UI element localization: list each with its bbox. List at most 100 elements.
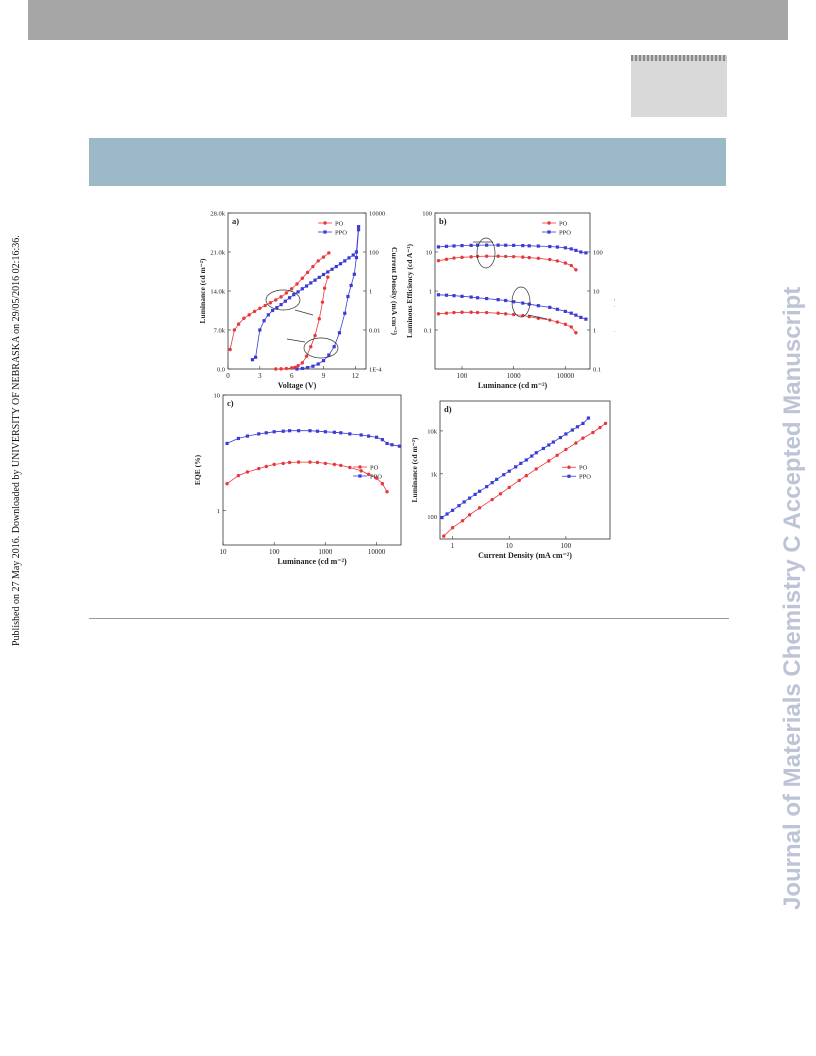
data-point bbox=[343, 259, 347, 263]
data-point bbox=[548, 257, 552, 262]
data-point bbox=[359, 469, 363, 473]
x-tick-label: 6 bbox=[290, 372, 294, 380]
data-point bbox=[452, 294, 456, 298]
annotation-ellipse bbox=[476, 237, 496, 269]
journal-header-bar bbox=[28, 0, 788, 40]
data-point bbox=[536, 256, 541, 260]
data-point bbox=[507, 469, 511, 473]
x-axis-label: Luminance (cd m⁻²) bbox=[478, 381, 548, 390]
data-point bbox=[503, 312, 508, 316]
data-point bbox=[284, 366, 289, 371]
y2-tick-label: 1 bbox=[369, 289, 372, 296]
data-point bbox=[450, 508, 455, 512]
data-point bbox=[450, 526, 455, 530]
data-point bbox=[519, 461, 523, 465]
data-point bbox=[581, 436, 585, 440]
data-point bbox=[575, 425, 580, 429]
data-point bbox=[354, 255, 359, 260]
data-point bbox=[475, 243, 480, 247]
data-point bbox=[317, 317, 321, 321]
data-point bbox=[521, 243, 525, 248]
data-point bbox=[495, 477, 499, 481]
data-point bbox=[563, 261, 568, 265]
data-point bbox=[484, 254, 489, 258]
data-point bbox=[327, 251, 331, 255]
data-point bbox=[380, 482, 385, 486]
data-point bbox=[254, 355, 258, 359]
data-point bbox=[457, 504, 461, 508]
x-axis-label: Voltage (V) bbox=[278, 381, 317, 390]
data-point bbox=[347, 256, 351, 260]
series-line bbox=[252, 226, 359, 361]
data-point bbox=[264, 431, 268, 435]
data-point bbox=[309, 281, 313, 285]
data-point bbox=[584, 317, 588, 321]
data-point bbox=[469, 243, 473, 247]
x-tick-label: 100 bbox=[561, 542, 572, 550]
x-tick-label: 3 bbox=[258, 372, 262, 380]
data-point bbox=[232, 328, 237, 332]
data-point bbox=[469, 295, 473, 299]
data-point bbox=[512, 300, 516, 304]
legend-label: PPO bbox=[559, 230, 571, 237]
data-point bbox=[306, 366, 310, 370]
data-point bbox=[258, 306, 262, 310]
data-point bbox=[527, 255, 531, 260]
data-point bbox=[548, 318, 552, 322]
x-tick-label: 10000 bbox=[557, 372, 575, 380]
data-point bbox=[473, 492, 477, 496]
series-po bbox=[442, 421, 608, 538]
data-point bbox=[563, 309, 567, 313]
data-point bbox=[569, 325, 573, 329]
legend-marker bbox=[323, 230, 327, 234]
series-ppo bbox=[295, 228, 361, 371]
data-point bbox=[548, 305, 552, 309]
data-point bbox=[548, 244, 552, 249]
data-point bbox=[444, 311, 449, 315]
data-point bbox=[321, 272, 326, 277]
x-tick-label: 10 bbox=[506, 542, 514, 550]
data-point bbox=[503, 254, 508, 259]
data-point bbox=[514, 465, 518, 469]
data-point bbox=[460, 255, 464, 260]
data-point bbox=[498, 492, 503, 496]
annotation-ellipse bbox=[303, 337, 339, 359]
footer-divider bbox=[89, 618, 729, 619]
data-point bbox=[287, 460, 292, 465]
data-point bbox=[279, 295, 283, 299]
y-axis-label: EQE (%) bbox=[195, 454, 202, 485]
data-point bbox=[281, 461, 285, 466]
data-point bbox=[511, 254, 516, 259]
data-point bbox=[321, 255, 326, 259]
data-point bbox=[323, 430, 327, 434]
data-point bbox=[351, 253, 355, 257]
series-po bbox=[225, 460, 389, 494]
data-point bbox=[496, 254, 500, 258]
data-point bbox=[555, 259, 560, 263]
series-line bbox=[226, 461, 388, 492]
data-point bbox=[300, 287, 304, 291]
data-point bbox=[555, 320, 560, 324]
data-point bbox=[527, 244, 531, 248]
data-point bbox=[452, 310, 456, 315]
legend-label: PPO bbox=[335, 230, 347, 237]
data-point bbox=[272, 430, 276, 434]
figure-panels: 0 3 6 9 120.07.0k14.0k21.0k28.0k1E-40.011100… bbox=[195, 211, 615, 567]
y-tick-label: 100 bbox=[422, 211, 432, 218]
data-point bbox=[452, 256, 456, 260]
data-point bbox=[292, 293, 296, 297]
data-point bbox=[555, 245, 559, 249]
data-point bbox=[569, 247, 573, 251]
data-point bbox=[346, 294, 350, 299]
data-point bbox=[275, 306, 279, 310]
data-point bbox=[564, 447, 568, 452]
data-point bbox=[289, 287, 294, 291]
data-point bbox=[603, 421, 608, 426]
chart-panel-2: 10 100 1000 10000 1 10 Luminance (cd m⁻²) EQE (… bbox=[195, 393, 402, 566]
data-point bbox=[279, 367, 283, 371]
data-point bbox=[496, 298, 500, 302]
data-point bbox=[322, 286, 327, 290]
data-point bbox=[397, 444, 402, 448]
legend-label: PO bbox=[579, 465, 588, 472]
annotation-ellipse bbox=[265, 289, 301, 311]
